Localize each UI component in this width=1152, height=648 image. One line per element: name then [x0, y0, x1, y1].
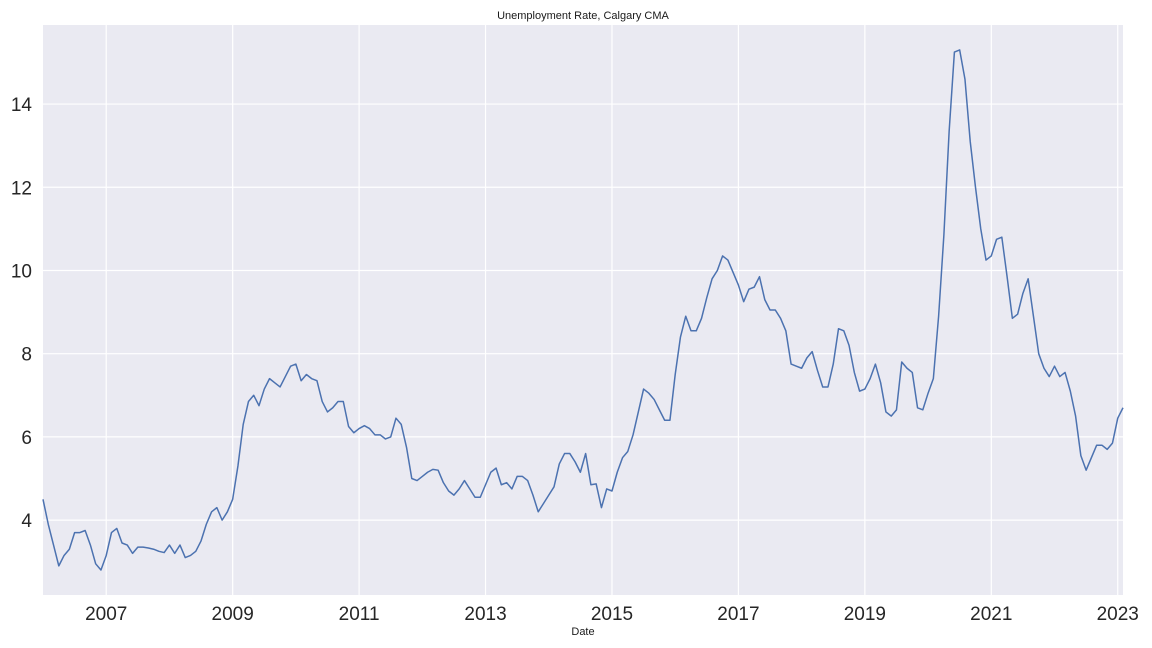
x-tick-label: 2017 — [717, 604, 759, 625]
x-axis-ticks: 2007 2009 2011 2013 2015 2017 2019 2021 2023 — [85, 604, 1139, 625]
x-tick-label: 2019 — [844, 604, 886, 625]
chart-title: Unemployment Rate, Calgary CMA — [497, 10, 669, 22]
x-tick-label: 2007 — [85, 604, 127, 625]
grid-lines — [43, 25, 1123, 595]
y-tick-label: 8 — [21, 345, 32, 366]
x-tick-label: 2015 — [591, 604, 633, 625]
y-tick-label: 10 — [11, 261, 32, 282]
x-tick-label: 2009 — [212, 604, 254, 625]
x-tick-label: 2013 — [464, 604, 506, 625]
y-tick-label: 4 — [21, 511, 32, 532]
y-axis-ticks: 4 6 8 10 12 14 — [11, 95, 33, 532]
x-axis-label: Date — [571, 626, 594, 638]
series-line-unemployment-rate — [42, 49, 1124, 571]
plot-area — [43, 25, 1123, 595]
x-tick-label: 2023 — [1097, 604, 1139, 625]
x-tick-label: 2011 — [339, 604, 380, 625]
y-tick-label: 6 — [21, 428, 32, 449]
y-tick-label: 14 — [11, 95, 33, 116]
x-tick-label: 2021 — [970, 604, 1012, 625]
y-tick-label: 12 — [11, 178, 32, 199]
